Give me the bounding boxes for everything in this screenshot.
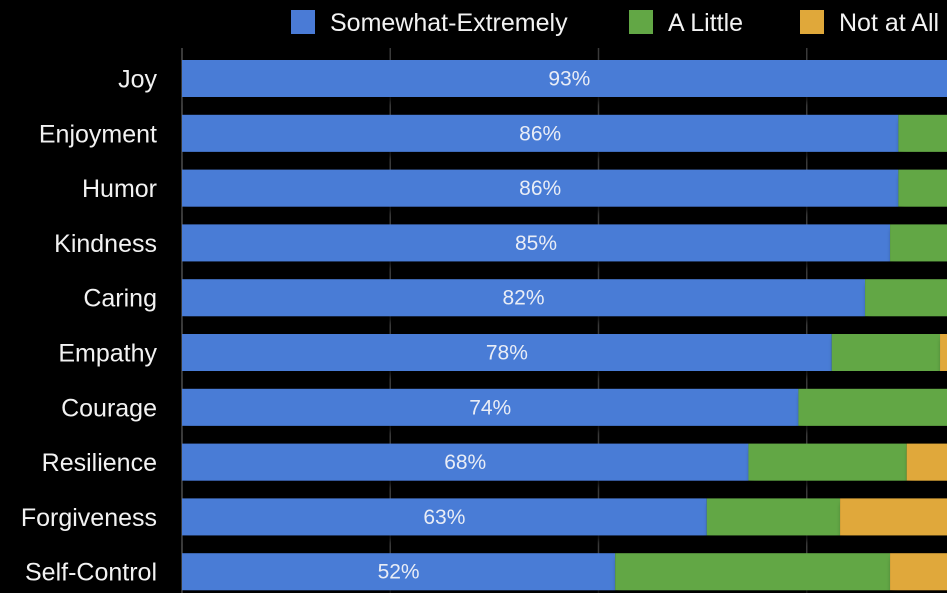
legend-swatch [800, 10, 824, 34]
category-label: Enjoyment [39, 120, 157, 148]
bar-value-label: 86% [519, 177, 561, 200]
bar-somewhat-extremely [182, 60, 947, 97]
category-label: Caring [83, 285, 157, 313]
bar-a-little [865, 279, 947, 317]
bar-not-at-all [940, 334, 947, 371]
bar-somewhat-extremely [182, 224, 891, 262]
bar-value-label: 86% [519, 122, 561, 145]
bar-a-little [898, 169, 947, 207]
bar-not-at-all [890, 553, 947, 591]
bar-value-label: 68% [444, 451, 486, 474]
bar-a-little [748, 443, 907, 481]
bar-somewhat-extremely [182, 388, 799, 426]
category-label: Empathy [58, 340, 157, 368]
bar-somewhat-extremely [182, 553, 616, 591]
chart-legend: Somewhat-Extremely A Little Not at All [291, 9, 939, 37]
bar-not-at-all [906, 443, 947, 481]
bar-value-label: 52% [378, 561, 420, 584]
category-label: Kindness [54, 230, 157, 258]
bar-somewhat-extremely [182, 279, 866, 317]
bar-not-at-all [840, 498, 947, 536]
legend-swatch [291, 10, 315, 34]
category-labels: Joy Enjoyment Humor Kindness Caring Empathy Co… [21, 66, 158, 587]
legend-swatch [629, 10, 653, 34]
bar-a-little [706, 498, 841, 536]
legend-label: A Little [668, 9, 743, 37]
bar-value-label: 74% [469, 396, 511, 419]
bar-a-little [898, 114, 947, 152]
category-label: Courage [61, 394, 157, 422]
bar-somewhat-extremely [182, 169, 899, 207]
category-label: Self-Control [25, 559, 157, 587]
bar-a-little [890, 224, 947, 262]
category-label: Resilience [42, 449, 157, 477]
bar-value-label: 85% [515, 232, 557, 255]
legend-label: Not at All [839, 9, 939, 37]
legend-label: Somewhat-Extremely [330, 9, 568, 37]
bar-value-label: 82% [503, 287, 545, 310]
bar-somewhat-extremely [182, 498, 707, 536]
bar-area: 93% 86% 86% 85% 82% 78% 74% 68% 63% 52% [182, 60, 947, 591]
bar-a-little [831, 334, 941, 371]
bar-value-label: 78% [486, 342, 528, 365]
bar-value-label: 93% [548, 68, 590, 91]
bar-a-little [798, 388, 947, 426]
category-label: Joy [118, 66, 157, 94]
category-label: Humor [82, 175, 157, 203]
category-label: Forgiveness [21, 504, 157, 532]
bar-a-little [615, 553, 891, 591]
bar-somewhat-extremely [182, 114, 899, 152]
bar-somewhat-extremely [182, 334, 832, 371]
bar-value-label: 63% [423, 506, 465, 529]
bar-somewhat-extremely [182, 443, 749, 481]
